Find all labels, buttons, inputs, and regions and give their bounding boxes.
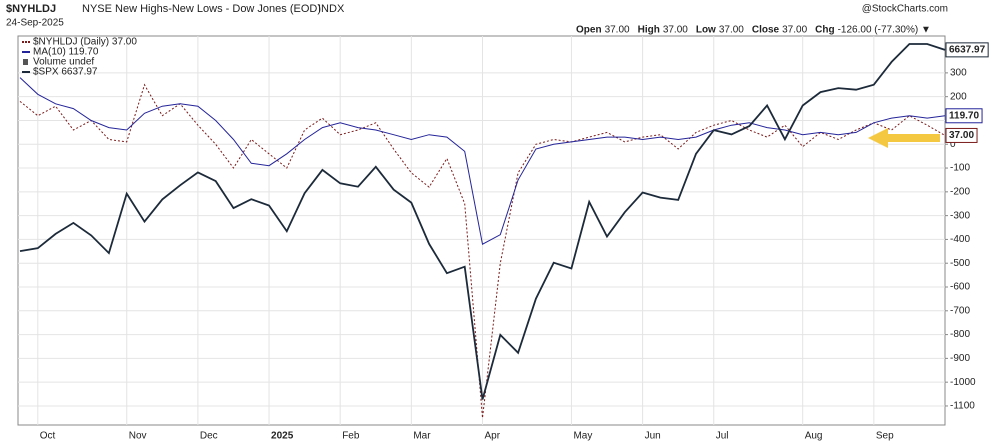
arrow-annotation xyxy=(868,128,940,148)
y-tick-label: -500 xyxy=(950,258,970,269)
y-tick-label: -200 xyxy=(950,186,970,197)
quote-value: 37.00 xyxy=(605,25,630,36)
quote-label: Open xyxy=(576,25,602,36)
x-tick-label: Oct xyxy=(40,431,56,442)
x-tick-label: Nov xyxy=(129,431,147,442)
y-tick-label: -400 xyxy=(950,234,970,245)
end-label-box xyxy=(945,42,989,58)
y-tick-label: -1000 xyxy=(950,377,976,388)
y-tick-label: 300 xyxy=(950,68,967,79)
y-tick-label: -300 xyxy=(950,210,970,221)
end-label: 6637.97 xyxy=(949,45,986,56)
y-tick-label: -900 xyxy=(950,353,970,364)
x-tick-label: Mar xyxy=(413,431,431,442)
lines xyxy=(19,43,946,418)
y-tick-label: -600 xyxy=(950,282,970,293)
legend-label: $SPX 6637.97 xyxy=(33,67,98,78)
y-tick-label: -800 xyxy=(950,329,970,340)
description: NYSE New Highs-New Lows - Dow Jones (EOD… xyxy=(82,3,321,15)
quote-value: 37.00 xyxy=(782,25,807,36)
plot-area xyxy=(17,35,946,426)
end-label: 119.70 xyxy=(949,110,979,121)
y-tick-label: -700 xyxy=(950,305,970,316)
quote-value: -126.00 (-77.30%) ▼ xyxy=(838,25,931,36)
quote-value: 37.00 xyxy=(663,25,688,36)
x-tick-label: Jul xyxy=(716,431,729,442)
x-tick-label: Sep xyxy=(876,431,894,442)
quote-value: 37.00 xyxy=(719,25,744,36)
y-tick-label: 200 xyxy=(950,91,967,102)
series-line xyxy=(19,43,946,400)
grid: 3002001000-100-200-300-400-500-600-700-8… xyxy=(18,36,976,442)
series-line xyxy=(19,77,946,245)
x-tick-label: May xyxy=(573,431,592,442)
source: @StockCharts.com xyxy=(862,4,948,15)
legend-label: MA(10) 119.70 xyxy=(33,47,99,58)
series-line xyxy=(19,83,946,418)
quote: Open 37.00 High 37.00 Low 37.00 Close 37.00 Chg -… xyxy=(576,25,931,36)
y-tick-label: -100 xyxy=(950,163,970,174)
x-tick-label: Dec xyxy=(200,431,218,442)
x-tick-label: Feb xyxy=(342,431,360,442)
date: 24-Sep-2025 xyxy=(6,18,64,29)
end-label: 37.00 xyxy=(949,130,974,141)
quote-label: Chg xyxy=(815,25,834,36)
legend-swatch xyxy=(23,59,28,65)
symbol: $NYHLDJ xyxy=(6,3,56,15)
end-labels: 37.00 119.70 6637.97 xyxy=(945,42,989,143)
x-tick-label: 2025 xyxy=(271,431,294,442)
end-label-box xyxy=(945,127,978,143)
y-tick-label: 0 xyxy=(950,139,956,150)
quote-label: Low xyxy=(696,25,716,36)
quote-label: High xyxy=(638,25,660,36)
x-tick-label: Aug xyxy=(805,431,823,442)
quote-label: Close xyxy=(752,25,780,36)
x-tick-label: Apr xyxy=(485,431,501,442)
exchange: INDX xyxy=(318,3,345,15)
y-tick-label: -1100 xyxy=(950,401,975,412)
end-label-box xyxy=(945,108,983,124)
legend-label: $NYHLDJ (Daily) 37.00 xyxy=(33,37,137,48)
legend-label: Volume undef xyxy=(33,57,94,68)
x-tick-label: Jun xyxy=(645,431,661,442)
